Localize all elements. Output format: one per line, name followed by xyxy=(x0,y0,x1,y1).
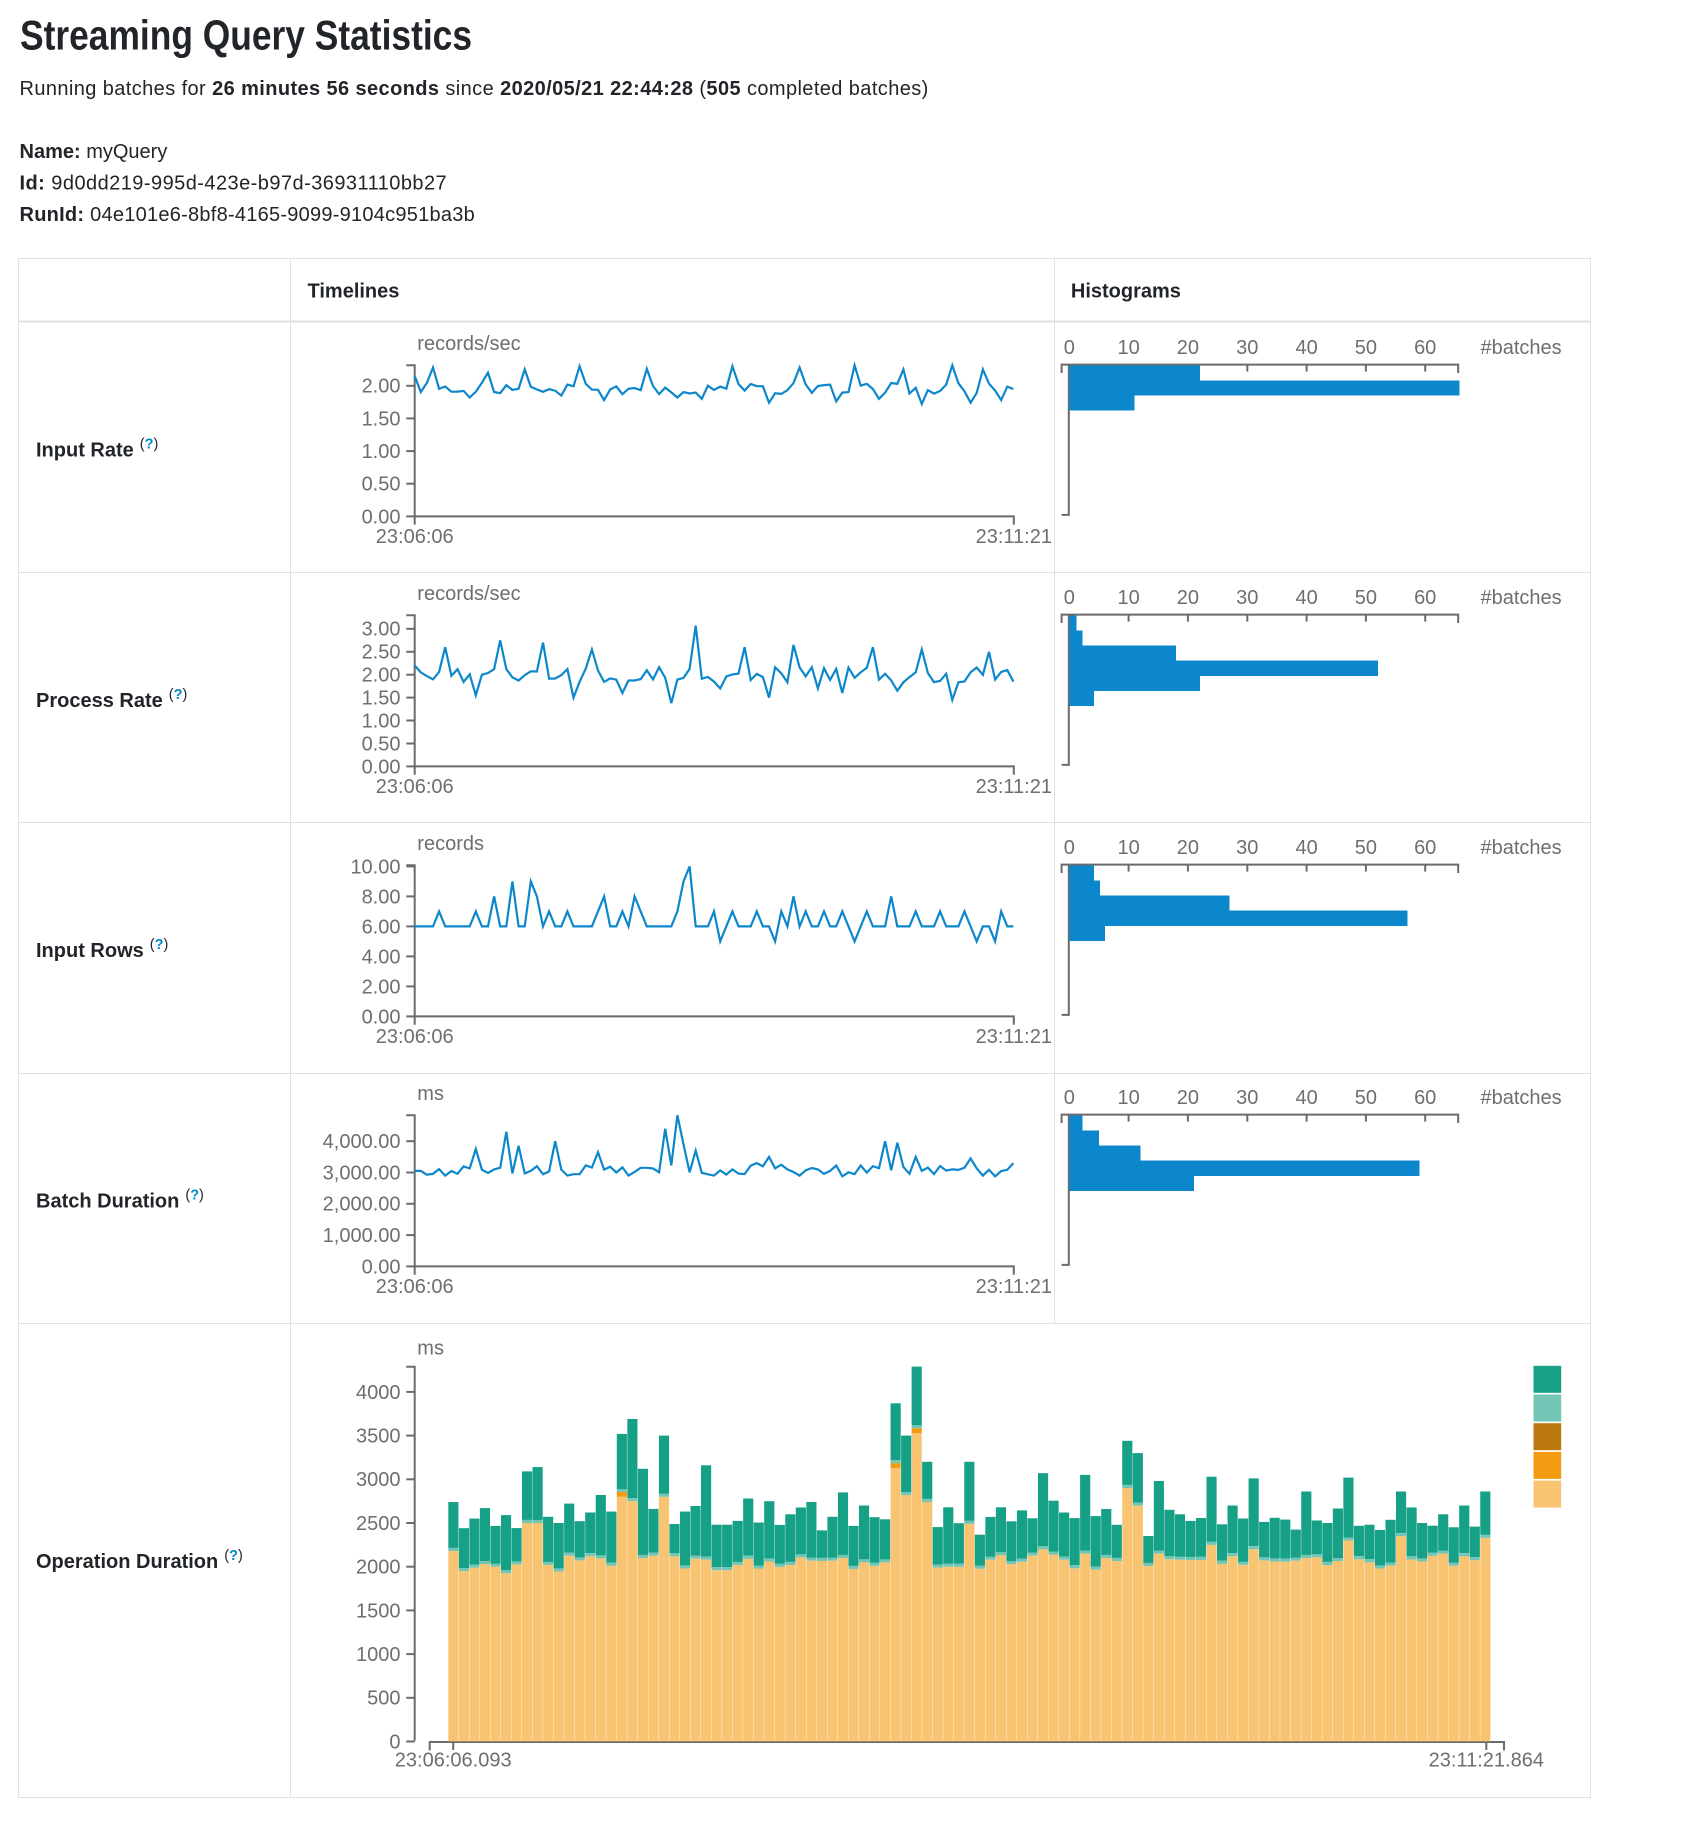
svg-text:23:06:06.093: 23:06:06.093 xyxy=(395,1750,512,1772)
svg-text:0.00: 0.00 xyxy=(362,756,401,778)
svg-text:Input Rate: Input Rate xyxy=(36,440,134,462)
svg-text:1.00: 1.00 xyxy=(362,710,401,732)
svg-text:ms: ms xyxy=(417,1083,444,1105)
svg-text:records/sec: records/sec xyxy=(417,583,520,605)
svg-text:30: 30 xyxy=(1236,587,1258,609)
svg-text:60: 60 xyxy=(1414,337,1436,359)
svg-text:(?): (?) xyxy=(224,1548,243,1564)
svg-text:10: 10 xyxy=(1117,1087,1139,1109)
svg-text:#batches: #batches xyxy=(1481,837,1562,859)
svg-text:Process Rate: Process Rate xyxy=(36,690,163,712)
svg-text:records/sec: records/sec xyxy=(417,333,520,355)
svg-text:23:11:21: 23:11:21 xyxy=(976,776,1052,798)
svg-text:50: 50 xyxy=(1355,1087,1377,1109)
svg-text:6.00: 6.00 xyxy=(362,916,401,938)
svg-text:(?): (?) xyxy=(140,437,159,453)
svg-text:1000: 1000 xyxy=(356,1644,401,1666)
svg-text:Operation Duration: Operation Duration xyxy=(36,1551,218,1573)
svg-text:2.50: 2.50 xyxy=(362,642,401,664)
svg-text:23:06:06: 23:06:06 xyxy=(376,526,454,548)
svg-text:23:11:21.864: 23:11:21.864 xyxy=(1429,1750,1544,1772)
svg-text:0: 0 xyxy=(1064,337,1075,359)
svg-text:10: 10 xyxy=(1117,587,1139,609)
svg-text:4,000.00: 4,000.00 xyxy=(323,1131,401,1153)
svg-text:40: 40 xyxy=(1295,837,1317,859)
svg-text:4000: 4000 xyxy=(356,1382,401,1404)
svg-text:2000: 2000 xyxy=(356,1557,401,1579)
svg-text:0: 0 xyxy=(1064,587,1075,609)
svg-text:Streaming Query Statistics: Streaming Query Statistics xyxy=(20,11,472,58)
svg-text:1.50: 1.50 xyxy=(362,408,401,430)
svg-text:0.50: 0.50 xyxy=(362,733,401,755)
svg-text:30: 30 xyxy=(1236,1087,1258,1109)
svg-text:Running batches for 26 minutes: Running batches for 26 minutes 56 second… xyxy=(20,78,929,100)
svg-text:23:11:21: 23:11:21 xyxy=(976,526,1052,548)
svg-text:4.00: 4.00 xyxy=(362,946,401,968)
svg-text:0: 0 xyxy=(389,1731,400,1753)
svg-text:23:11:21: 23:11:21 xyxy=(976,1276,1052,1298)
svg-text:2500: 2500 xyxy=(356,1513,401,1535)
svg-text:10.00: 10.00 xyxy=(350,856,400,878)
svg-text:60: 60 xyxy=(1414,1087,1436,1109)
svg-text:20: 20 xyxy=(1177,837,1199,859)
svg-text:0: 0 xyxy=(1064,837,1075,859)
svg-text:60: 60 xyxy=(1414,837,1436,859)
svg-text:1500: 1500 xyxy=(356,1600,401,1622)
svg-text:3,000.00: 3,000.00 xyxy=(323,1162,401,1184)
svg-text:3000: 3000 xyxy=(356,1469,401,1491)
svg-text:23:06:06: 23:06:06 xyxy=(376,1276,454,1298)
svg-text:2.00: 2.00 xyxy=(362,376,401,398)
svg-text:60: 60 xyxy=(1414,587,1436,609)
svg-text:50: 50 xyxy=(1355,337,1377,359)
svg-text:Timelines: Timelines xyxy=(308,281,400,303)
svg-text:20: 20 xyxy=(1177,337,1199,359)
svg-text:#batches: #batches xyxy=(1481,337,1562,359)
svg-text:23:11:21: 23:11:21 xyxy=(976,1026,1052,1048)
svg-text:3.00: 3.00 xyxy=(362,619,401,641)
svg-text:2.00: 2.00 xyxy=(362,665,401,687)
svg-text:3500: 3500 xyxy=(356,1426,401,1448)
svg-text:50: 50 xyxy=(1355,837,1377,859)
svg-text:(?): (?) xyxy=(169,687,188,703)
svg-text:ms: ms xyxy=(417,1337,444,1359)
svg-text:30: 30 xyxy=(1236,337,1258,359)
svg-text:0.00: 0.00 xyxy=(362,1256,401,1278)
svg-text:Batch Duration: Batch Duration xyxy=(36,1190,179,1212)
svg-text:40: 40 xyxy=(1295,587,1317,609)
svg-text:23:06:06: 23:06:06 xyxy=(376,1026,454,1048)
svg-text:20: 20 xyxy=(1177,587,1199,609)
svg-text:Input Rows: Input Rows xyxy=(36,940,144,962)
svg-text:40: 40 xyxy=(1295,337,1317,359)
svg-text:0.00: 0.00 xyxy=(362,1006,401,1028)
svg-text:records: records xyxy=(417,833,484,855)
svg-text:10: 10 xyxy=(1117,337,1139,359)
svg-text:RunId: 04e101e6-8bf8-4165-9099: RunId: 04e101e6-8bf8-4165-9099-9104c951b… xyxy=(20,204,476,226)
svg-text:2,000.00: 2,000.00 xyxy=(323,1194,401,1216)
svg-text:20: 20 xyxy=(1177,1087,1199,1109)
svg-text:2.00: 2.00 xyxy=(362,976,401,998)
svg-text:30: 30 xyxy=(1236,837,1258,859)
svg-text:0.00: 0.00 xyxy=(362,506,401,528)
svg-text:8.00: 8.00 xyxy=(362,886,401,908)
svg-text:1.00: 1.00 xyxy=(362,441,401,463)
svg-text:#batches: #batches xyxy=(1481,1087,1562,1109)
svg-text:23:06:06: 23:06:06 xyxy=(376,776,454,798)
svg-text:Id: 9d0dd219-995d-423e-b97d-36: Id: 9d0dd219-995d-423e-b97d-36931110bb27 xyxy=(20,173,448,195)
svg-text:500: 500 xyxy=(367,1688,400,1710)
svg-text:(?): (?) xyxy=(185,1187,204,1203)
svg-text:Histograms: Histograms xyxy=(1071,281,1181,303)
svg-text:10: 10 xyxy=(1117,837,1139,859)
svg-text:1.50: 1.50 xyxy=(362,688,401,710)
svg-text:Name: myQuery: Name: myQuery xyxy=(20,141,168,163)
svg-text:(?): (?) xyxy=(150,937,169,953)
svg-text:0.50: 0.50 xyxy=(362,474,401,496)
svg-text:40: 40 xyxy=(1295,1087,1317,1109)
svg-text:50: 50 xyxy=(1355,587,1377,609)
svg-text:0: 0 xyxy=(1064,1087,1075,1109)
svg-text:#batches: #batches xyxy=(1481,587,1562,609)
svg-text:1,000.00: 1,000.00 xyxy=(323,1225,401,1247)
